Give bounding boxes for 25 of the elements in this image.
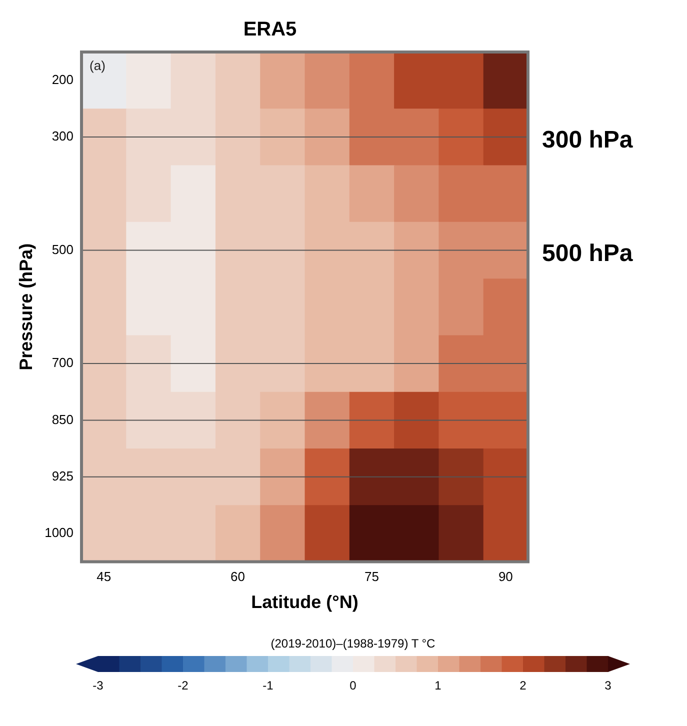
y-tick-label: 1000 (44, 525, 74, 540)
y-tick-label: 300 (52, 128, 74, 144)
y-tick-label: 850 (52, 412, 74, 427)
y-tick-label: 500 (52, 242, 74, 257)
annotation: (a) (90, 58, 106, 74)
chart-title: ERA5 (243, 18, 297, 41)
color-bar-label: 2 (520, 678, 527, 692)
x-axis-title: Latitude (°N) (251, 592, 358, 612)
y-axis-title: Pressure (hPa) (16, 243, 36, 370)
x-tick-label: 45 (96, 569, 112, 584)
color-bar-label: 3 (604, 678, 612, 692)
x-tick-label: 90 (498, 569, 513, 584)
color-bar-label: -2 (178, 678, 189, 692)
color-bar-title: (2019-2010)–(1988-1979) T °C (270, 636, 436, 650)
ref-line-label: 300 hPa (542, 126, 634, 154)
x-tick-label: 75 (364, 569, 379, 584)
x-tick-label: 60 (230, 569, 246, 584)
color-bar-label: 0 (350, 678, 357, 692)
color-bar-label: 1 (434, 678, 442, 692)
color-bar-label: -3 (92, 678, 104, 692)
y-tick-label: 700 (52, 355, 74, 370)
y-tick-label: 925 (52, 468, 74, 484)
y-tick-label: 200 (52, 72, 74, 87)
color-bar-label: -1 (262, 678, 274, 692)
ref-line-label: 500 hPa (542, 240, 634, 267)
